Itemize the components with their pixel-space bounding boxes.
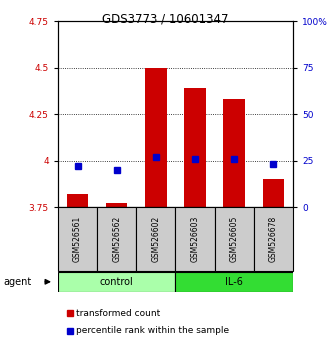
Text: transformed count: transformed count [76, 309, 161, 318]
Text: IL-6: IL-6 [225, 277, 243, 287]
Bar [254, 207, 293, 271]
Bar [67, 194, 88, 207]
Bar [262, 179, 284, 207]
Bar [106, 203, 127, 207]
Text: GSM526603: GSM526603 [191, 216, 200, 262]
Bar [223, 99, 245, 207]
Bar [214, 207, 254, 271]
Bar [145, 68, 166, 207]
Text: GSM526602: GSM526602 [151, 216, 160, 262]
Text: GDS3773 / 10601347: GDS3773 / 10601347 [102, 12, 229, 25]
Text: GSM526561: GSM526561 [73, 216, 82, 262]
Bar [175, 272, 293, 292]
Bar [184, 88, 206, 207]
Text: GSM526562: GSM526562 [112, 216, 121, 262]
Bar [97, 207, 136, 271]
Text: GSM526678: GSM526678 [269, 216, 278, 262]
Bar [175, 207, 214, 271]
Bar [58, 207, 97, 271]
Text: percentile rank within the sample: percentile rank within the sample [76, 326, 229, 336]
Bar [58, 272, 175, 292]
Bar [136, 207, 175, 271]
Text: agent: agent [3, 277, 31, 287]
Text: GSM526605: GSM526605 [230, 216, 239, 262]
Text: control: control [100, 277, 133, 287]
